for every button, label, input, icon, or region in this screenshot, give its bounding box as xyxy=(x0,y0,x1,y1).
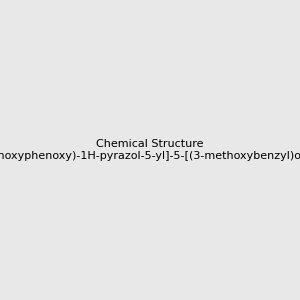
Text: Chemical Structure
2-[4-(2-ethoxyphenoxy)-1H-pyrazol-5-yl]-5-[(3-methoxybenzyl)o: Chemical Structure 2-[4-(2-ethoxyphenoxy… xyxy=(0,139,300,161)
